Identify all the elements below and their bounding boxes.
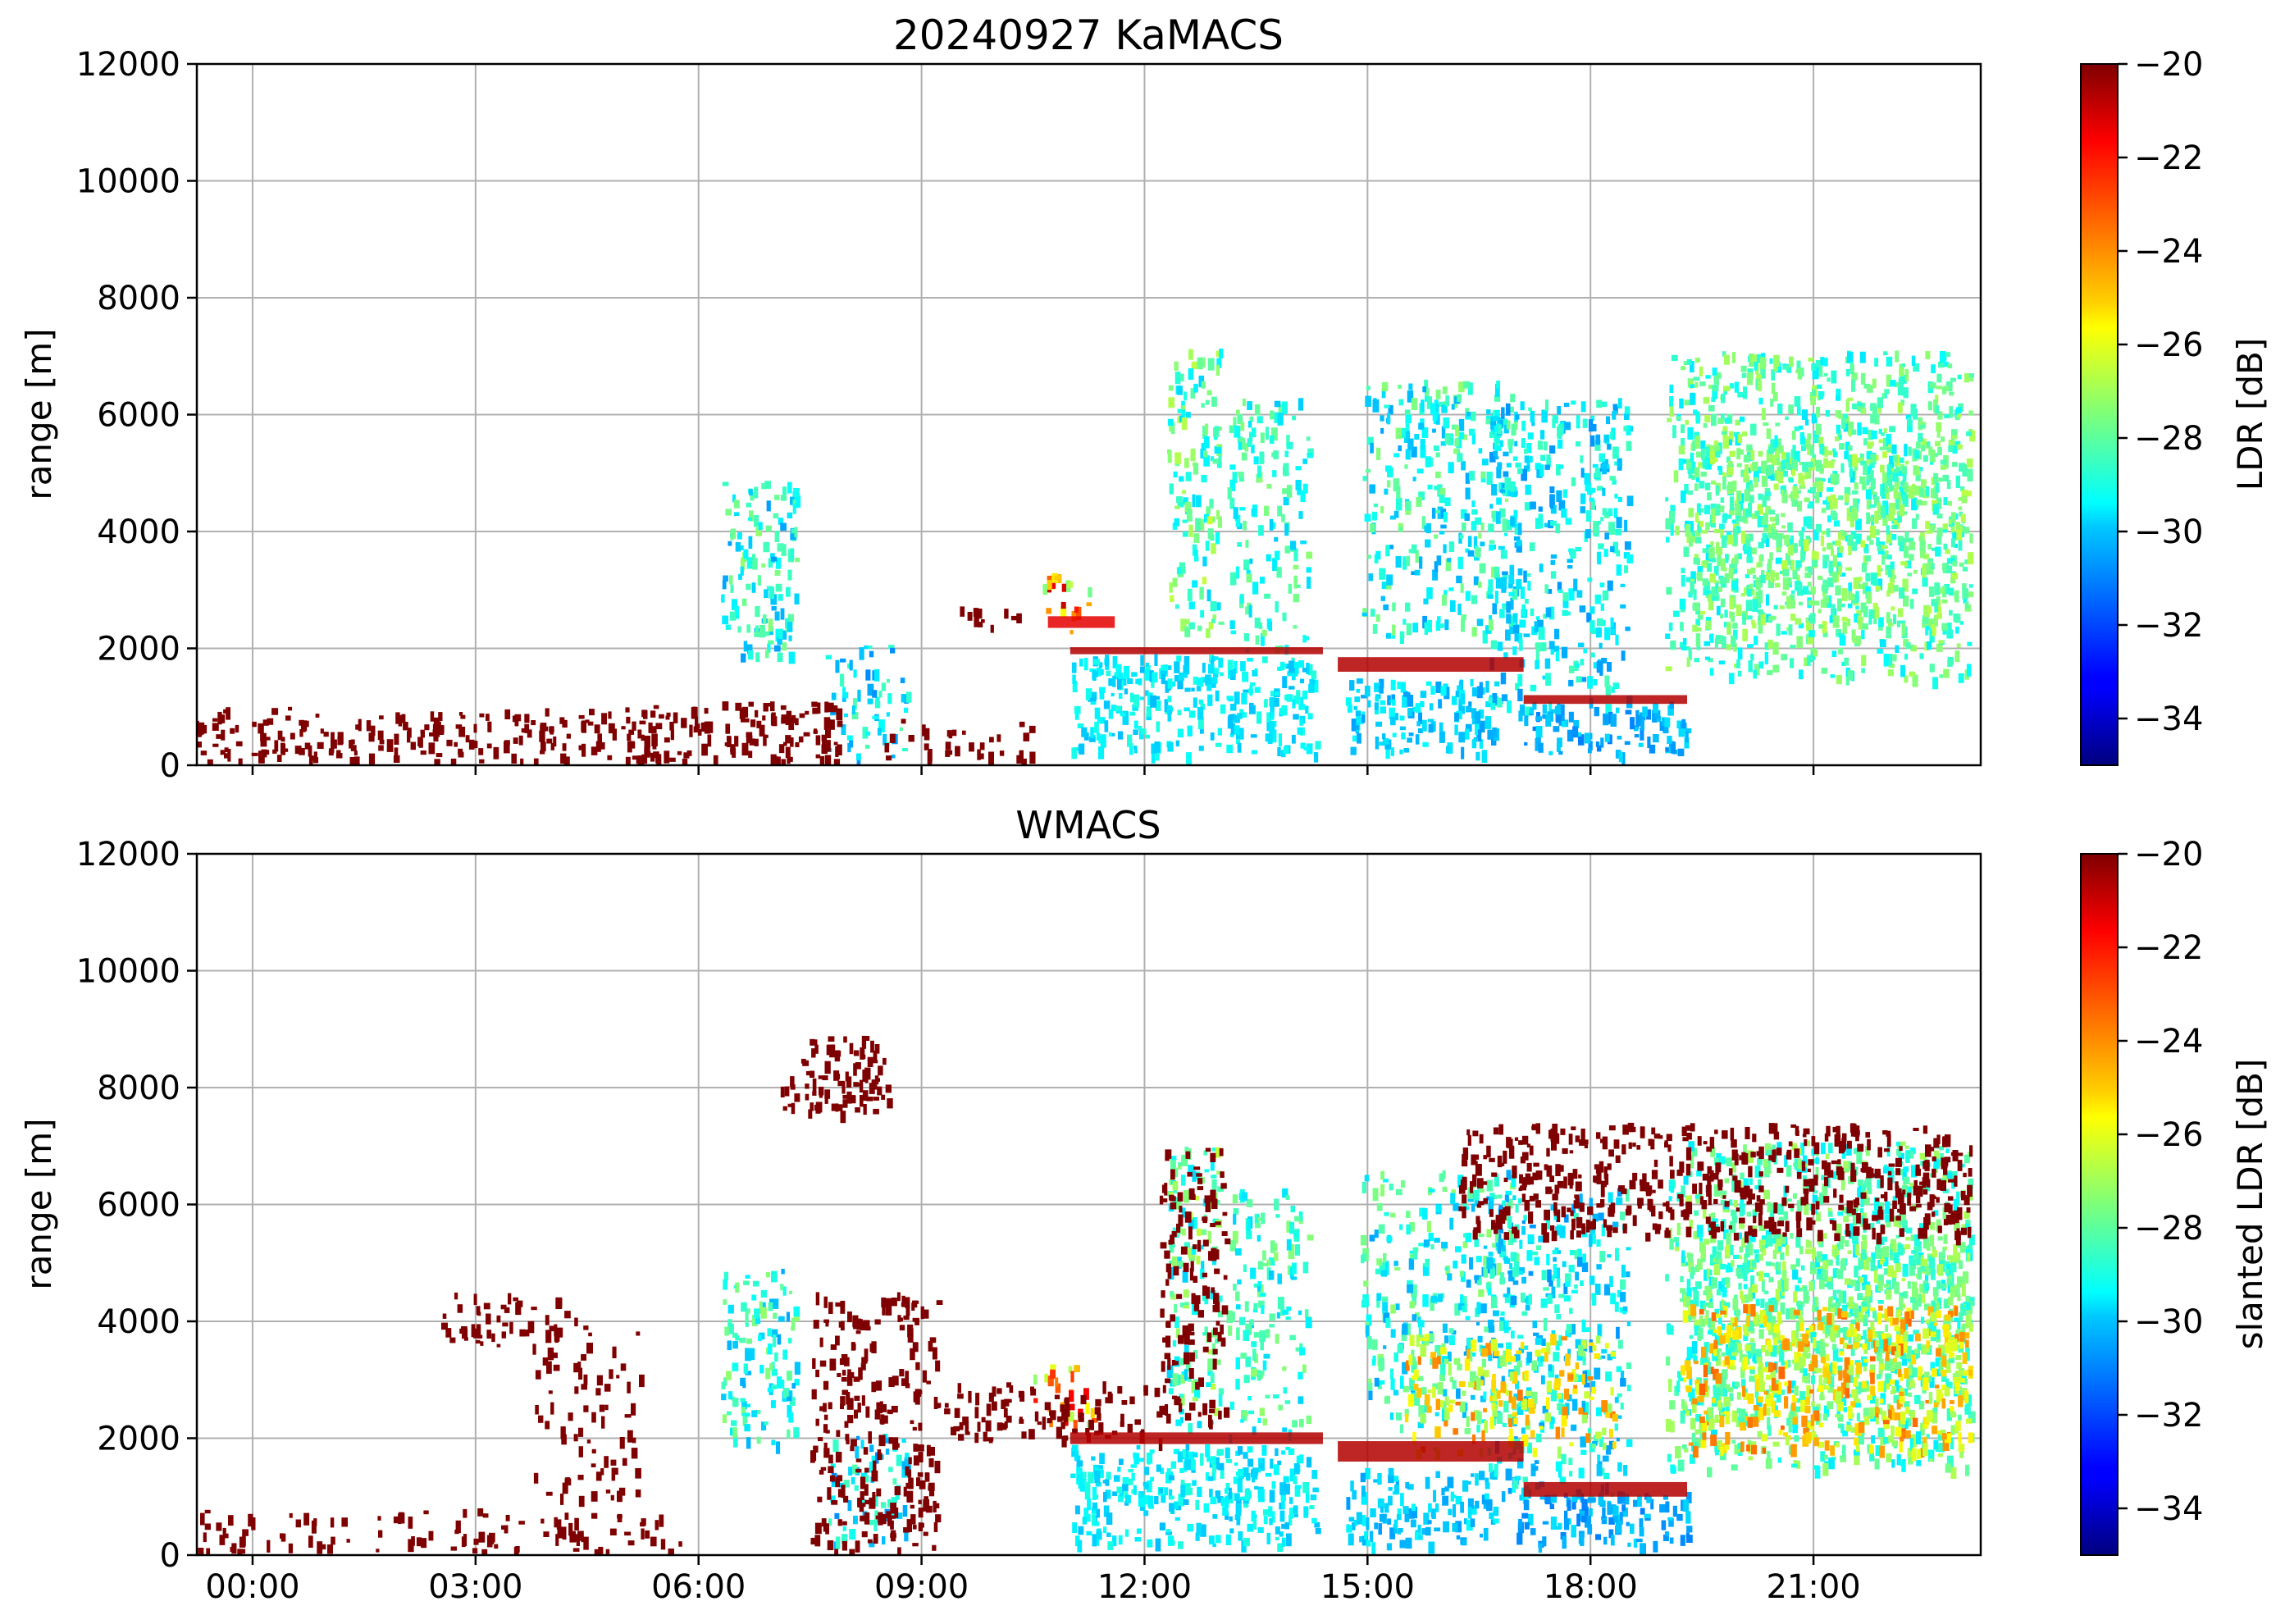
x-tick-label: 06:00 xyxy=(651,1568,746,1606)
colorbar-tick-label: −28 xyxy=(2134,1210,2203,1248)
colorbar-label: LDR [dB] xyxy=(2230,338,2270,491)
wmacs-panel: 00:00 03:00 06:00 09:00 12:00 15:00 18:00 21:00… xyxy=(19,803,2270,1606)
ldr-heatmap xyxy=(197,349,1976,765)
x-tick-label: 12:00 xyxy=(1097,1568,1192,1606)
y-tick-label: 2000 xyxy=(97,631,180,668)
y-tick-label: 0 xyxy=(160,747,180,785)
colorbar-tick-label: −30 xyxy=(2134,513,2203,551)
y-tick-label: 12000 xyxy=(76,46,180,84)
colorbar-tick-label: −24 xyxy=(2134,1023,2203,1061)
colorbar-tick-label: −34 xyxy=(2134,700,2203,738)
colorbar-tick-label: −26 xyxy=(2134,1116,2203,1154)
x-tick-label: 00:00 xyxy=(205,1568,299,1606)
grid-lines xyxy=(197,853,1981,1556)
y-tick-label: 6000 xyxy=(97,1187,180,1225)
x-tick-label: 21:00 xyxy=(1766,1568,1860,1606)
y-axis-label: range [m] xyxy=(19,328,59,500)
colorbar-tick-label: −30 xyxy=(2134,1303,2203,1341)
y-tick-label: 8000 xyxy=(97,280,180,317)
x-tick-label: 15:00 xyxy=(1320,1568,1415,1606)
colorbar-tick-label: −20 xyxy=(2134,836,2203,874)
chart-title: WMACS xyxy=(1015,803,1161,847)
axes: 0 2000 4000 6000 8000 10000 12000 xyxy=(76,46,1815,785)
slanted-ldr-heatmap xyxy=(198,1035,1976,1555)
y-tick-label: 10000 xyxy=(76,163,180,201)
colorbar-tick-label: −24 xyxy=(2134,233,2203,271)
chart-title: 20240927 KaMACS xyxy=(893,11,1284,59)
y-axis-label: range [m] xyxy=(19,1118,59,1289)
y-tick-label: 2000 xyxy=(97,1421,180,1458)
y-tick-label: 8000 xyxy=(97,1070,180,1107)
colorbar xyxy=(2080,853,2119,1556)
colorbar-tick-label: −34 xyxy=(2134,1490,2203,1528)
colorbar-tick-label: −22 xyxy=(2134,929,2203,967)
colorbar-ticks: −34 −32 −30 −28 −26 −24 −22 −20 xyxy=(2118,46,2203,738)
colorbar-tick-label: −20 xyxy=(2134,46,2203,84)
colorbar-label: slanted LDR [dB] xyxy=(2230,1059,2270,1350)
colorbar-tick-label: −32 xyxy=(2134,607,2203,645)
colorbar-tick-label: −28 xyxy=(2134,420,2203,458)
x-tick-label: 09:00 xyxy=(874,1568,969,1606)
colorbar xyxy=(2080,63,2119,766)
axes: 00:00 03:00 06:00 09:00 12:00 15:00 18:00 21:00… xyxy=(76,836,1861,1606)
y-tick-label: 4000 xyxy=(97,513,180,551)
x-tick-label: 18:00 xyxy=(1544,1568,1638,1606)
kamacs-panel: 0 2000 4000 6000 8000 10000 12000 20240927 KaM… xyxy=(19,11,2270,785)
y-tick-label: 10000 xyxy=(76,953,180,991)
colorbar-tick-label: −22 xyxy=(2134,139,2203,177)
colorbar-tick-label: −32 xyxy=(2134,1397,2203,1435)
y-tick-label: 4000 xyxy=(97,1303,180,1341)
y-tick-label: 12000 xyxy=(76,836,180,874)
colorbar-ticks: −34 −32 −30 −28 −26 −24 −22 −20 xyxy=(2118,836,2203,1528)
colorbar-tick-label: −26 xyxy=(2134,326,2203,364)
y-tick-label: 0 xyxy=(160,1537,180,1575)
x-tick-label: 03:00 xyxy=(428,1568,522,1606)
y-tick-label: 6000 xyxy=(97,397,180,435)
